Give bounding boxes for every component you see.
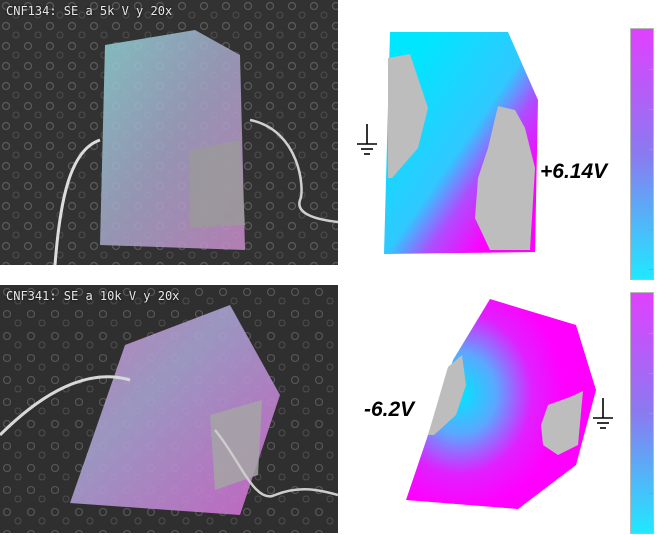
sem-image-bottom: CNF341: SE a 10k V y 20x [0,285,338,533]
wire-right-bottom [214,429,338,498]
ground-icon [356,124,378,160]
wire-right-top [249,118,338,224]
sem-photo-top [0,0,338,265]
potential-map-bottom-svg [406,299,596,509]
colorbar-bottom [630,292,654,534]
potential-map-bottom [398,295,600,513]
colorbar-top [630,28,654,280]
ground-icon-bottom [592,398,614,434]
wire-left-top [53,138,101,265]
potential-map-top [380,28,540,260]
image-caption-top: CNF134: SE a 5k V y 20x [6,4,173,18]
wire-left-bottom [0,375,131,437]
voltage-label-top: +6.14V [540,160,608,183]
voltage-label-bottom: -6.2V [364,398,415,421]
potential-map-top-svg [384,32,538,254]
sem-photo-bottom [0,285,338,533]
image-caption-bottom: CNF341: SE a 10k V y 20x [6,289,180,303]
sem-image-top: CNF134: SE a 5k V y 20x [0,0,338,265]
